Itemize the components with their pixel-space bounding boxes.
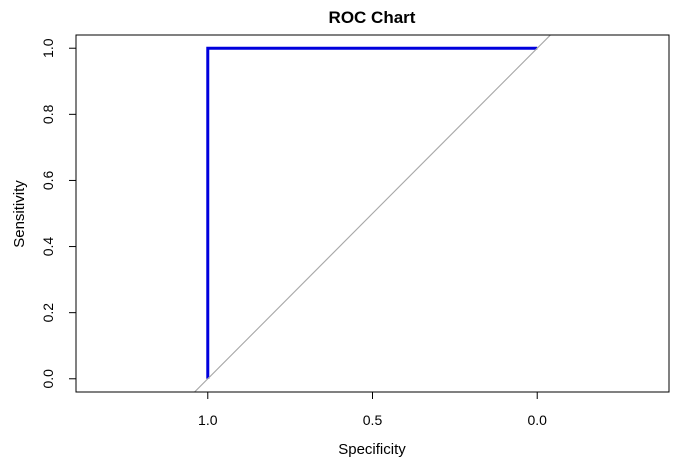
x-axis-label: Specificity [338,441,406,457]
x-tick-label: 0.5 [363,412,383,428]
y-tick-label: 1.0 [40,38,56,58]
plot-area [194,34,551,393]
y-tick-label: 0.8 [40,104,56,124]
axes: 1.0 0.5 0.0 0.0 0.2 0.4 0.6 0.8 1.0 [40,34,670,428]
y-tick-label: 0.0 [40,369,56,389]
y-tick-label: 0.4 [40,237,56,257]
roc-curve-line [206,46,538,379]
y-axis-label: Sensitivity [11,180,28,248]
chart-title: ROC Chart [329,8,416,27]
y-tick-label: 0.6 [40,171,56,191]
y-tick-label: 0.2 [40,303,56,323]
x-tick-label: 1.0 [198,412,218,428]
x-tick-label: 0.0 [527,412,547,428]
diagonal-reference-extension [194,34,551,393]
